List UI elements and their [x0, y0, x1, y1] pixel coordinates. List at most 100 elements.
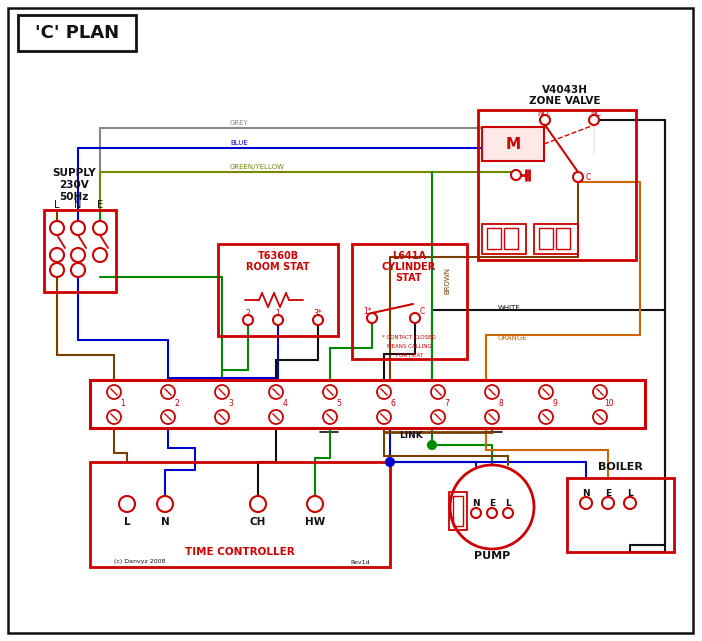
Circle shape — [93, 221, 107, 235]
Circle shape — [386, 458, 394, 466]
Bar — [478, 110, 636, 260]
Bar — [453, 496, 463, 526]
Text: 8: 8 — [498, 399, 503, 408]
Text: BOILER: BOILER — [597, 462, 642, 472]
Text: CYLINDER: CYLINDER — [382, 262, 436, 272]
Bar — [487, 228, 501, 249]
Text: STAT: STAT — [396, 273, 423, 283]
Circle shape — [431, 410, 445, 424]
Bar — [539, 228, 553, 249]
Text: E: E — [605, 490, 611, 499]
Text: 3*: 3* — [314, 308, 322, 317]
Text: 'C' PLAN: 'C' PLAN — [35, 24, 119, 42]
Circle shape — [50, 248, 64, 262]
Text: N: N — [582, 490, 590, 499]
Circle shape — [511, 170, 521, 180]
Circle shape — [250, 496, 266, 512]
Circle shape — [157, 496, 173, 512]
Circle shape — [485, 385, 499, 399]
Text: LINK: LINK — [399, 431, 423, 440]
Text: BROWN: BROWN — [444, 267, 450, 294]
Circle shape — [593, 410, 607, 424]
Circle shape — [269, 385, 283, 399]
Circle shape — [107, 385, 121, 399]
Text: V4043H: V4043H — [542, 85, 588, 95]
Circle shape — [450, 465, 534, 549]
Circle shape — [485, 410, 499, 424]
Text: CH: CH — [250, 517, 266, 527]
Circle shape — [428, 441, 436, 449]
Text: GREY: GREY — [230, 120, 249, 126]
Circle shape — [50, 263, 64, 277]
Text: C: C — [419, 306, 425, 315]
Circle shape — [377, 385, 391, 399]
Text: 1*: 1* — [364, 306, 372, 315]
Circle shape — [323, 410, 337, 424]
Text: 3: 3 — [229, 399, 234, 408]
Bar — [567, 478, 674, 552]
Text: HW: HW — [305, 517, 325, 527]
Circle shape — [215, 410, 229, 424]
Text: E: E — [97, 200, 103, 210]
Circle shape — [161, 385, 175, 399]
Bar — [556, 228, 570, 249]
Circle shape — [307, 496, 323, 512]
Text: ORANGE: ORANGE — [498, 335, 528, 341]
Text: 2: 2 — [175, 399, 180, 408]
Text: L: L — [124, 517, 131, 527]
Circle shape — [539, 410, 553, 424]
Text: BLUE: BLUE — [230, 140, 248, 146]
Text: 6: 6 — [390, 399, 395, 408]
Text: NC: NC — [590, 108, 602, 117]
Text: 230V: 230V — [59, 180, 89, 190]
Circle shape — [624, 497, 636, 509]
Text: FOR HEAT: FOR HEAT — [395, 353, 423, 358]
Bar — [218, 244, 338, 336]
Circle shape — [593, 385, 607, 399]
Bar — [482, 127, 544, 161]
Text: 4: 4 — [283, 399, 287, 408]
Circle shape — [589, 115, 599, 125]
Text: ROOM STAT: ROOM STAT — [246, 262, 310, 272]
Circle shape — [71, 263, 85, 277]
Circle shape — [93, 248, 107, 262]
Text: WHITE: WHITE — [498, 305, 521, 311]
Text: 2: 2 — [246, 308, 251, 317]
Text: C: C — [585, 172, 590, 181]
Circle shape — [540, 115, 550, 125]
Circle shape — [580, 497, 592, 509]
Text: (c) Danvyz 2008: (c) Danvyz 2008 — [114, 560, 166, 565]
Circle shape — [410, 313, 420, 323]
Circle shape — [323, 385, 337, 399]
Circle shape — [313, 315, 323, 325]
Bar — [44, 210, 116, 292]
Text: MEANS CALLING: MEANS CALLING — [387, 344, 431, 349]
Text: 7: 7 — [444, 399, 449, 408]
Text: TIME CONTROLLER: TIME CONTROLLER — [185, 547, 295, 557]
Text: L: L — [505, 499, 511, 508]
Circle shape — [487, 508, 497, 518]
Text: * CONTACT CLOSED: * CONTACT CLOSED — [382, 335, 436, 340]
Bar — [449, 492, 467, 530]
Circle shape — [503, 508, 513, 518]
Text: 10: 10 — [604, 399, 614, 408]
Circle shape — [539, 385, 553, 399]
Circle shape — [107, 410, 121, 424]
Circle shape — [471, 508, 481, 518]
Bar — [482, 224, 526, 254]
Circle shape — [367, 313, 377, 323]
Text: N: N — [472, 499, 479, 508]
Circle shape — [215, 385, 229, 399]
Text: 50Hz: 50Hz — [59, 192, 88, 202]
Circle shape — [431, 385, 445, 399]
Circle shape — [119, 496, 135, 512]
Text: 5: 5 — [336, 399, 341, 408]
Text: 1: 1 — [276, 308, 280, 317]
Bar — [18, 15, 136, 51]
Text: ZONE VALVE: ZONE VALVE — [529, 96, 601, 106]
Circle shape — [71, 221, 85, 235]
Bar — [90, 462, 390, 567]
Circle shape — [71, 248, 85, 262]
Text: N: N — [161, 517, 169, 527]
Bar — [534, 224, 578, 254]
